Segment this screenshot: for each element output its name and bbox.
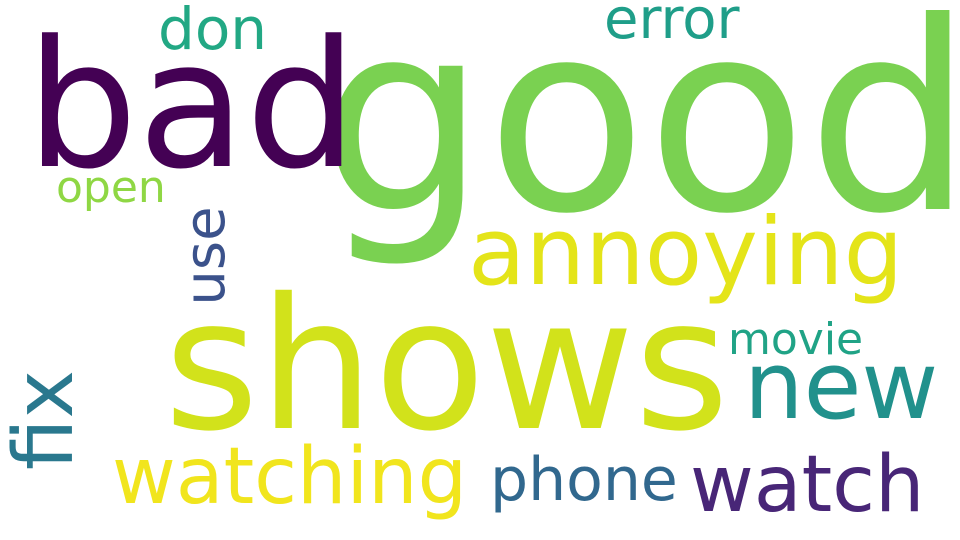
word-shows: shows (164, 259, 730, 471)
word-watch: watch (690, 440, 925, 530)
word-good: good (320, 0, 960, 271)
word-don: don (158, 0, 268, 63)
word-movie: movie (728, 314, 864, 365)
word-bad: bad (26, 3, 358, 208)
word-open: open (56, 162, 166, 213)
word-phone: phone (490, 445, 678, 515)
word-use: use (173, 206, 238, 306)
word-watching: watching (112, 432, 468, 522)
word-new: new (744, 332, 939, 441)
word-annoying: annoying (468, 198, 904, 307)
word-fix: fix (0, 369, 92, 471)
word-error: error (604, 0, 740, 52)
